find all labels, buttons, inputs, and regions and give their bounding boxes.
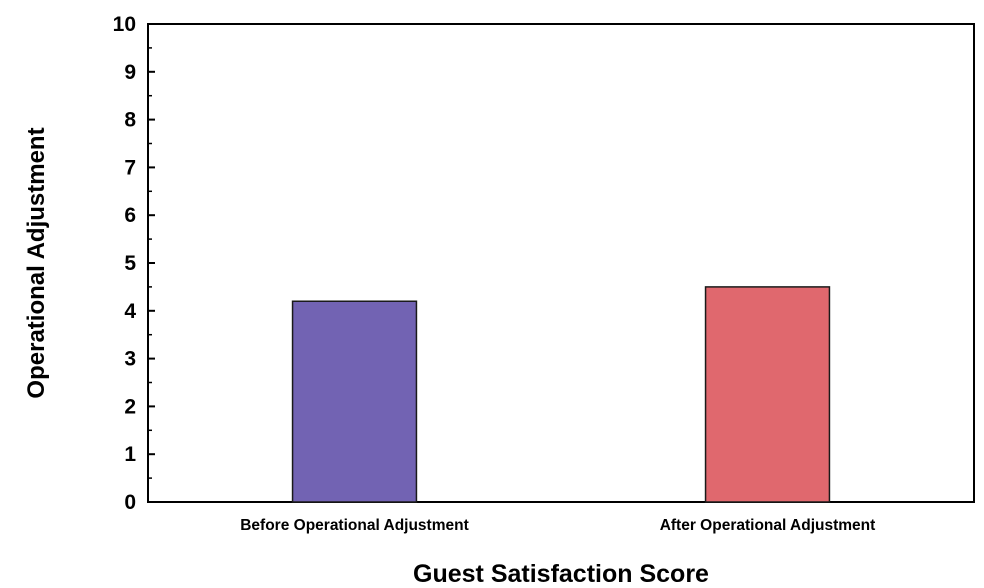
y-tick-label: 8 <box>124 109 136 132</box>
y-tick-label: 10 <box>113 13 136 36</box>
y-axis-ticks: 0 1 2 3 4 5 6 7 8 9 10 <box>113 13 155 514</box>
y-tick-label: 6 <box>124 204 136 227</box>
y-tick-label: 3 <box>124 348 136 371</box>
bar-after <box>704 286 831 503</box>
y-axis-title: Operational Adjustment <box>23 127 50 398</box>
plot-frame <box>147 23 975 503</box>
x-category-label: After Operational Adjustment <box>660 517 876 534</box>
y-tick-label: 9 <box>124 61 136 84</box>
bars <box>291 286 831 503</box>
x-category-label: Before Operational Adjustment <box>240 517 469 534</box>
y-tick-label: 7 <box>124 156 136 179</box>
bar-before <box>291 300 418 503</box>
x-axis-category-labels: Before Operational Adjustment After Opera… <box>240 517 875 534</box>
y-tick-label: 1 <box>124 443 136 466</box>
y-tick-label: 2 <box>124 395 136 418</box>
y-tick-label: 4 <box>124 300 136 323</box>
y-tick-label: 5 <box>124 252 136 275</box>
x-axis-title: Guest Satisfaction Score <box>413 560 709 588</box>
y-tick-label: 0 <box>124 491 136 514</box>
